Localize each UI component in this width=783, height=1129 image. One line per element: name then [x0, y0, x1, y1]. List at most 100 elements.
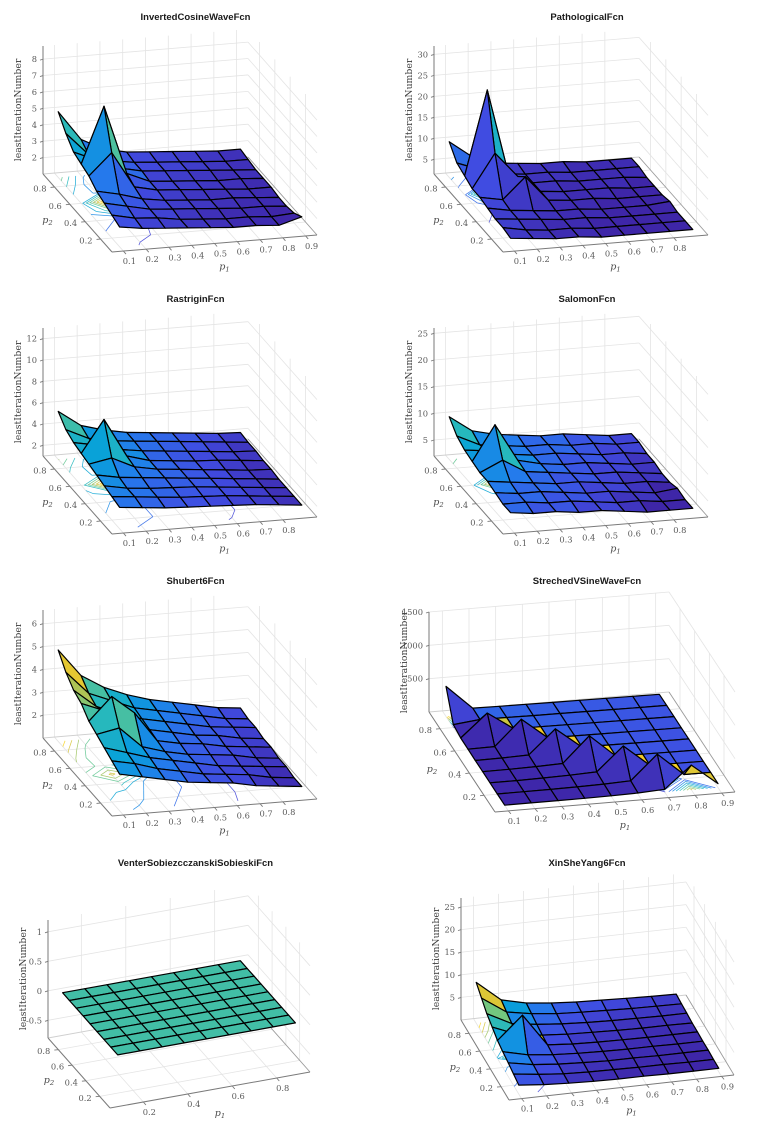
- svg-text:3: 3: [32, 136, 37, 146]
- svg-text:0.6: 0.6: [49, 201, 62, 211]
- svg-text:0.6: 0.6: [458, 1048, 471, 1058]
- svg-text:0.3: 0.3: [559, 252, 572, 262]
- svg-text:p2: p2: [42, 497, 52, 509]
- subplot-shubert6-fcn: 0.1 0.2 0.3 0.4 0.5 0.6 0.7 0.8 0.2 0.4 0.6 0.8 2 3 4 5…: [0, 564, 391, 846]
- svg-text:0.2: 0.2: [480, 1083, 493, 1093]
- svg-text:15: 15: [417, 112, 428, 122]
- svg-text:0.4: 0.4: [191, 532, 204, 542]
- svg-text:0.4: 0.4: [64, 782, 77, 792]
- surface-plot-salomon: 0.1 0.2 0.3 0.4 0.5 0.6 0.7 0.80.20.40.60.85101…: [404, 313, 709, 556]
- svg-text:0.4: 0.4: [191, 250, 204, 260]
- svg-text:0.5: 0.5: [605, 249, 618, 259]
- svg-text:10: 10: [417, 408, 428, 418]
- svg-text:p1: p1: [610, 262, 620, 274]
- svg-text:0.8: 0.8: [673, 525, 686, 535]
- plot-title: Shubert6Fcn: [166, 576, 225, 587]
- svg-text:0.4: 0.4: [582, 250, 595, 260]
- svg-text:0.9: 0.9: [721, 1081, 734, 1091]
- svg-text:0.4: 0.4: [191, 814, 204, 824]
- svg-text:0.4: 0.4: [596, 1095, 609, 1105]
- svg-text:0.6: 0.6: [232, 1091, 245, 1101]
- svg-text:2: 2: [32, 440, 37, 450]
- svg-text:p2: p2: [433, 497, 443, 509]
- plot-title: PathologicalFcn: [550, 12, 624, 23]
- svg-text:-0.5: -0.5: [26, 1015, 42, 1025]
- svg-text:0.2: 0.2: [79, 236, 92, 246]
- svg-text:0.6: 0.6: [433, 747, 446, 757]
- svg-text:0.2: 0.2: [146, 818, 159, 828]
- surface-plot-shubert6: 0.1 0.2 0.3 0.4 0.5 0.6 0.7 0.80.20.40.60.82345…: [13, 595, 318, 838]
- svg-text:0.5: 0.5: [214, 813, 227, 823]
- plot-title: XinSheYang6Fcn: [548, 858, 626, 869]
- svg-text:leastIterationNumber: leastIterationNumber: [13, 58, 24, 161]
- svg-text:0.4: 0.4: [65, 1077, 78, 1087]
- svg-text:0.7: 0.7: [259, 245, 272, 255]
- svg-text:25: 25: [417, 328, 428, 338]
- svg-text:6: 6: [32, 398, 37, 408]
- svg-text:0.8: 0.8: [424, 466, 437, 476]
- svg-text:p1: p1: [219, 544, 229, 556]
- svg-text:0.2: 0.2: [79, 800, 92, 810]
- subplot-rastrigin-fcn: 0.1 0.2 0.3 0.4 0.5 0.6 0.7 0.8 0.2 0.4 0.6 0.8 2 4 6 8…: [0, 282, 391, 564]
- svg-text:0.2: 0.2: [78, 1093, 91, 1103]
- svg-text:p2: p2: [433, 215, 443, 227]
- svg-text:0.6: 0.6: [237, 811, 250, 821]
- svg-text:0.3: 0.3: [168, 252, 181, 262]
- svg-text:leastIterationNumber: leastIterationNumber: [404, 58, 415, 161]
- svg-text:0.8: 0.8: [282, 525, 295, 535]
- svg-text:0.2: 0.2: [470, 518, 483, 528]
- svg-text:0.5: 0.5: [214, 531, 227, 541]
- svg-text:p1: p1: [620, 820, 630, 832]
- svg-text:0.8: 0.8: [282, 243, 295, 253]
- svg-text:0.8: 0.8: [282, 807, 295, 817]
- svg-text:leastIterationNumber: leastIterationNumber: [13, 340, 24, 443]
- svg-text:0.3: 0.3: [168, 816, 181, 826]
- svg-text:5: 5: [32, 103, 37, 113]
- svg-text:0.1: 0.1: [514, 256, 527, 266]
- svg-text:5: 5: [450, 992, 455, 1002]
- svg-text:0.2: 0.2: [146, 536, 159, 546]
- svg-text:leastIterationNumber: leastIterationNumber: [404, 340, 415, 443]
- subplot-venter-sobiezcczanski-sobieski-fcn: 0.2 0.4 0.6 0.8 0.2 0.4 0.6 0.8 -0.5 0 0.5 1 p1 p2 lea…: [0, 846, 391, 1129]
- svg-text:25: 25: [417, 70, 428, 80]
- svg-text:10: 10: [26, 355, 37, 365]
- svg-text:0.2: 0.2: [146, 254, 159, 264]
- svg-text:0.1: 0.1: [508, 816, 521, 826]
- svg-text:p1: p1: [215, 1108, 225, 1120]
- svg-text:p2: p2: [44, 1075, 54, 1087]
- subplot-inverted-cosine-wave-fcn: 0.1 0.2 0.3 0.4 0.5 0.6 0.7 0.8 0.9 0.2 0.4 0.6 0.8 2…: [0, 0, 391, 282]
- svg-text:0.6: 0.6: [646, 1090, 659, 1100]
- svg-text:0.6: 0.6: [237, 247, 250, 257]
- surface-plot-streched-v-sine-wave: 0.1 0.2 0.3 0.4 0.5 0.6 0.7 0.8 0.9 0.2 0.4 0.6 0.8 5…: [399, 591, 736, 832]
- svg-text:p2: p2: [450, 1062, 460, 1074]
- svg-text:0.6: 0.6: [628, 247, 641, 257]
- svg-text:p1: p1: [626, 1106, 636, 1118]
- svg-text:0.5: 0.5: [605, 531, 618, 541]
- svg-text:leastIterationNumber: leastIterationNumber: [13, 622, 24, 725]
- svg-text:0.6: 0.6: [628, 529, 641, 539]
- svg-text:1000: 1000: [402, 640, 423, 650]
- svg-text:20: 20: [444, 925, 455, 935]
- svg-text:0.6: 0.6: [51, 1062, 64, 1072]
- svg-text:7: 7: [32, 71, 37, 81]
- svg-text:leastIterationNumber: leastIterationNumber: [18, 927, 29, 1030]
- svg-text:500: 500: [407, 674, 423, 684]
- svg-text:0.2: 0.2: [537, 254, 550, 264]
- svg-text:0.7: 0.7: [650, 245, 663, 255]
- svg-text:p2: p2: [427, 764, 437, 776]
- svg-text:0.2: 0.2: [537, 536, 550, 546]
- svg-text:0.1: 0.1: [123, 538, 136, 548]
- plot-title: StrechedVSineWaveFcn: [532, 576, 642, 587]
- svg-text:4: 4: [32, 419, 37, 429]
- plot-title: InvertedCosineWaveFcn: [140, 12, 251, 23]
- svg-text:0.8: 0.8: [419, 725, 432, 735]
- svg-text:0.1: 0.1: [123, 256, 136, 266]
- subplot-salomon-fcn: 0.1 0.2 0.3 0.4 0.5 0.6 0.7 0.8 0.2 0.4 0.6 0.8 5 10 1…: [391, 282, 783, 564]
- svg-text:1: 1: [37, 927, 42, 937]
- svg-text:0.3: 0.3: [571, 1098, 584, 1108]
- svg-text:0.5: 0.5: [621, 1093, 634, 1103]
- svg-text:4: 4: [32, 664, 37, 674]
- svg-text:0.2: 0.2: [470, 236, 483, 246]
- svg-text:0.6: 0.6: [237, 529, 250, 539]
- svg-text:0.7: 0.7: [259, 527, 272, 537]
